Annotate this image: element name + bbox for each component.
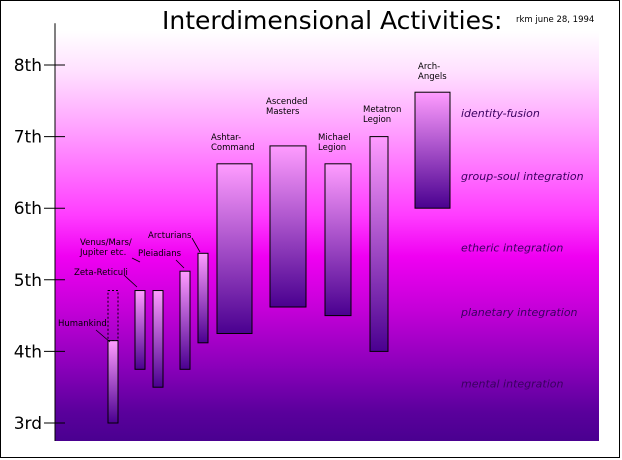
- range-bar: [216, 163, 253, 334]
- bar-label: Ashtar-Command: [211, 133, 255, 153]
- bar-label: Arch-Angels: [418, 62, 447, 82]
- range-bar: [369, 136, 389, 352]
- bar-label: Ascended Masters: [266, 97, 308, 117]
- band-label: group-soul integration: [461, 170, 584, 183]
- bar-potential-range: [107, 290, 119, 342]
- y-tick-label: 8th: [14, 56, 42, 76]
- bar-label: Humankind: [58, 319, 107, 329]
- bar-label: Venus/Mars/Jupiter etc.: [79, 238, 132, 258]
- y-tick-label: 3rd: [14, 414, 42, 434]
- range-bar: [414, 91, 451, 209]
- range-bar: [107, 340, 119, 424]
- band-label: etheric integration: [461, 242, 563, 255]
- label-connector: [95, 329, 111, 343]
- range-bar: [324, 163, 352, 317]
- range-bar: [179, 270, 191, 370]
- author-credit: rkm june 28, 1994: [516, 15, 595, 25]
- y-tick-label: 7th: [14, 128, 42, 148]
- range-bar: [134, 290, 146, 370]
- label-connector: [123, 274, 138, 288]
- range-bar: [152, 290, 164, 388]
- y-tick-label: 5th: [14, 271, 42, 291]
- bar-label: Pleiadians: [138, 249, 182, 259]
- band-label: mental integration: [461, 378, 564, 391]
- bar-label: Zeta-Reticuli: [74, 268, 128, 278]
- range-bar: [197, 252, 209, 344]
- page-title: Interdimensional Activities:: [162, 6, 503, 35]
- label-connector: [175, 259, 185, 269]
- band-label: planetary integration: [460, 306, 578, 319]
- bar-label: Michael Legion: [318, 133, 351, 153]
- y-tick-label: 4th: [14, 342, 42, 362]
- band-label: identity-fusion: [461, 107, 540, 120]
- y-tick-label: 6th: [14, 199, 42, 219]
- bar-label: Metatron Legion: [363, 105, 401, 125]
- label-connector: [131, 257, 141, 263]
- label-connector: [191, 237, 201, 253]
- bar-label: Arcturians: [148, 231, 192, 241]
- range-bar: [269, 145, 307, 308]
